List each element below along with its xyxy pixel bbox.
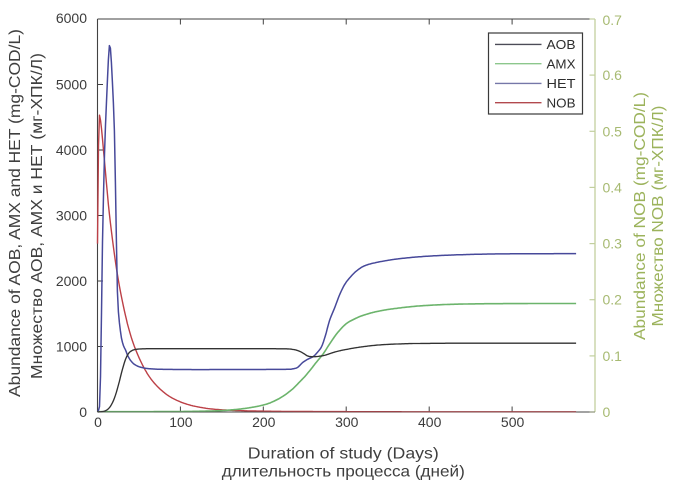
svg-text:0.1: 0.1 [603, 348, 623, 364]
svg-text:500: 500 [501, 414, 525, 430]
svg-text:Abundance of NOB (mg-COD/L): Abundance of NOB (mg-COD/L) [632, 92, 649, 340]
svg-text:0.5: 0.5 [603, 123, 623, 139]
svg-text:AOB: AOB [547, 38, 576, 52]
svg-text:Множество NOB (мг-ХПК/Л): Множество NOB (мг-ХПК/Л) [650, 106, 667, 327]
svg-text:0.3: 0.3 [603, 236, 623, 252]
svg-text:0.7: 0.7 [603, 12, 623, 28]
svg-text:300: 300 [335, 414, 359, 430]
svg-text:3000: 3000 [56, 208, 87, 224]
svg-text:2000: 2000 [56, 273, 87, 289]
svg-text:0.4: 0.4 [603, 179, 623, 195]
svg-text:5000: 5000 [56, 77, 87, 93]
svg-text:0.2: 0.2 [603, 292, 623, 308]
svg-text:6000: 6000 [56, 10, 87, 26]
svg-text:AMX: AMX [547, 57, 577, 71]
svg-text:400: 400 [418, 414, 442, 430]
svg-text:0.6: 0.6 [603, 67, 623, 83]
svg-text:1000: 1000 [56, 339, 87, 355]
svg-text:100: 100 [169, 414, 193, 430]
svg-text:HET: HET [547, 77, 576, 91]
svg-text:Abundance of AOB, AMX and HET: Abundance of AOB, AMX and HET (mg-COD/L) [7, 29, 24, 397]
svg-text:0: 0 [94, 414, 102, 430]
svg-text:4000: 4000 [56, 142, 87, 158]
svg-text:0: 0 [603, 404, 611, 420]
svg-text:Множество АОВ, АМХ и НЕТ (мг-Х: Множество АОВ, АМХ и НЕТ (мг-ХПК/Л) [29, 53, 46, 379]
svg-text:Duration of study (Days): Duration of study (Days) [248, 445, 439, 462]
svg-text:NOB: NOB [547, 96, 576, 110]
svg-text:200: 200 [252, 414, 276, 430]
svg-text:0: 0 [79, 404, 87, 420]
svg-text:длительность процесса (дней): длительность процесса (дней) [222, 464, 465, 481]
